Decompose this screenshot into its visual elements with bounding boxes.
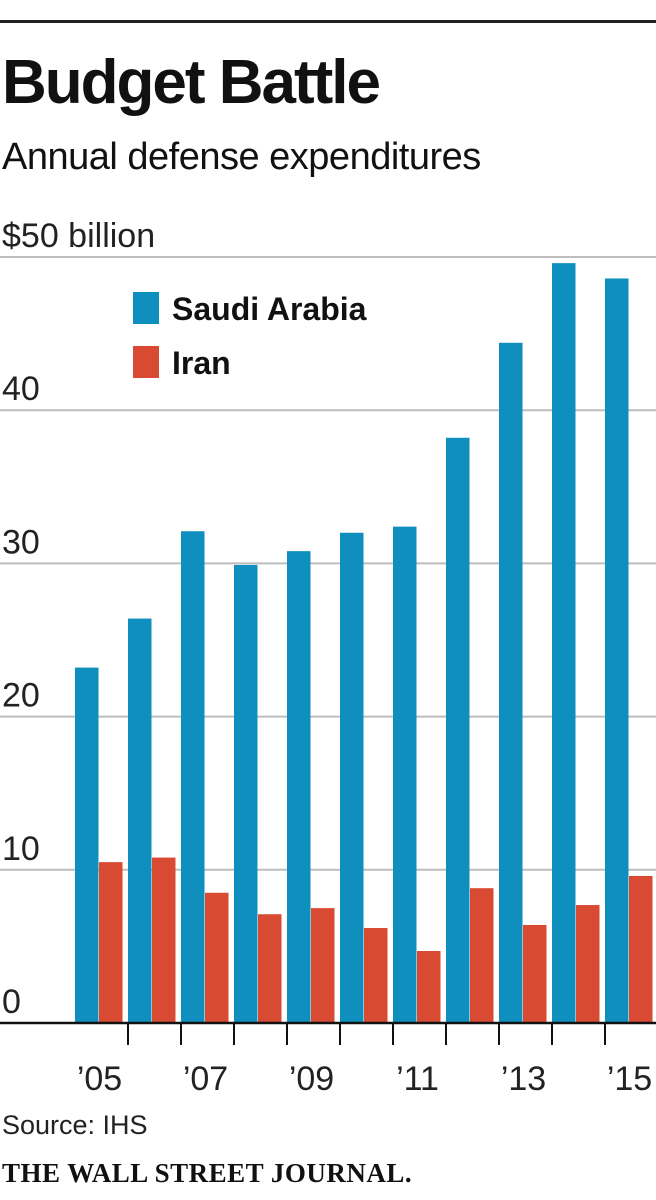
y-tick-label-50: $50 billion bbox=[2, 217, 155, 255]
bar-saudi-arabia-2012 bbox=[446, 437, 470, 1023]
bar-saudi-arabia-2010 bbox=[340, 532, 364, 1023]
bars bbox=[75, 263, 653, 1023]
bar-chart: 0 10 20 30 40 $50 billion ’05 ’07 ’09 ’11 ’13 ’15 Sa… bbox=[0, 217, 656, 1098]
bar-iran-2006 bbox=[152, 857, 176, 1023]
x-tick-label-2007: ’07 bbox=[183, 1060, 228, 1098]
bar-iran-2009 bbox=[311, 908, 335, 1023]
bar-iran-2011 bbox=[417, 950, 441, 1023]
x-tick-label-2011: ’11 bbox=[396, 1060, 439, 1098]
bar-saudi-arabia-2009 bbox=[287, 551, 311, 1023]
y-tick-label-20: 20 bbox=[2, 677, 40, 715]
top-rule bbox=[0, 20, 656, 23]
x-tick-label-2005: ’05 bbox=[77, 1060, 122, 1098]
legend: Saudi Arabia Iran bbox=[133, 291, 367, 381]
legend-label-saudi-arabia: Saudi Arabia bbox=[172, 291, 367, 327]
series-saudi-arabia bbox=[75, 263, 629, 1023]
x-tick-label-2015: ’15 bbox=[607, 1060, 652, 1098]
bar-iran-2007 bbox=[205, 892, 229, 1023]
publisher-masthead: THE WALL STREET JOURNAL. bbox=[2, 1158, 413, 1188]
series-iran bbox=[99, 857, 653, 1023]
bar-iran-2013 bbox=[523, 924, 547, 1023]
y-axis-labels: 0 10 20 30 40 $50 billion bbox=[2, 217, 155, 1021]
gridlines bbox=[0, 256, 656, 871]
x-tick-label-2009: ’09 bbox=[289, 1060, 334, 1098]
bar-saudi-arabia-2008 bbox=[234, 564, 258, 1023]
bar-saudi-arabia-2013 bbox=[499, 342, 523, 1023]
bar-saudi-arabia-2005 bbox=[75, 667, 99, 1023]
bar-iran-2014 bbox=[576, 905, 600, 1023]
bar-iran-2012 bbox=[470, 888, 494, 1023]
y-tick-label-0: 0 bbox=[2, 983, 21, 1021]
chart-title: Budget Battle bbox=[2, 48, 381, 117]
x-tick-label-2013: ’13 bbox=[501, 1060, 546, 1098]
chart-subtitle: Annual defense expenditures bbox=[2, 136, 481, 178]
source-note: Source: IHS bbox=[2, 1110, 148, 1140]
bar-saudi-arabia-2014 bbox=[552, 263, 576, 1023]
bar-saudi-arabia-2007 bbox=[181, 531, 205, 1023]
bar-iran-2010 bbox=[364, 928, 388, 1023]
bar-saudi-arabia-2006 bbox=[128, 618, 152, 1023]
y-tick-label-40: 40 bbox=[2, 370, 40, 408]
legend-label-iran: Iran bbox=[172, 345, 231, 381]
y-tick-label-30: 30 bbox=[2, 523, 40, 561]
bar-iran-2008 bbox=[258, 914, 282, 1023]
bar-iran-2015 bbox=[629, 875, 653, 1023]
bar-saudi-arabia-2011 bbox=[393, 526, 417, 1023]
x-axis-labels: ’05 ’07 ’09 ’11 ’13 ’15 bbox=[77, 1023, 652, 1098]
bar-iran-2005 bbox=[99, 862, 123, 1023]
y-tick-label-10: 10 bbox=[2, 830, 40, 868]
bar-saudi-arabia-2015 bbox=[605, 278, 629, 1023]
legend-swatch-saudi-arabia bbox=[133, 292, 159, 324]
legend-swatch-iran bbox=[133, 346, 159, 378]
